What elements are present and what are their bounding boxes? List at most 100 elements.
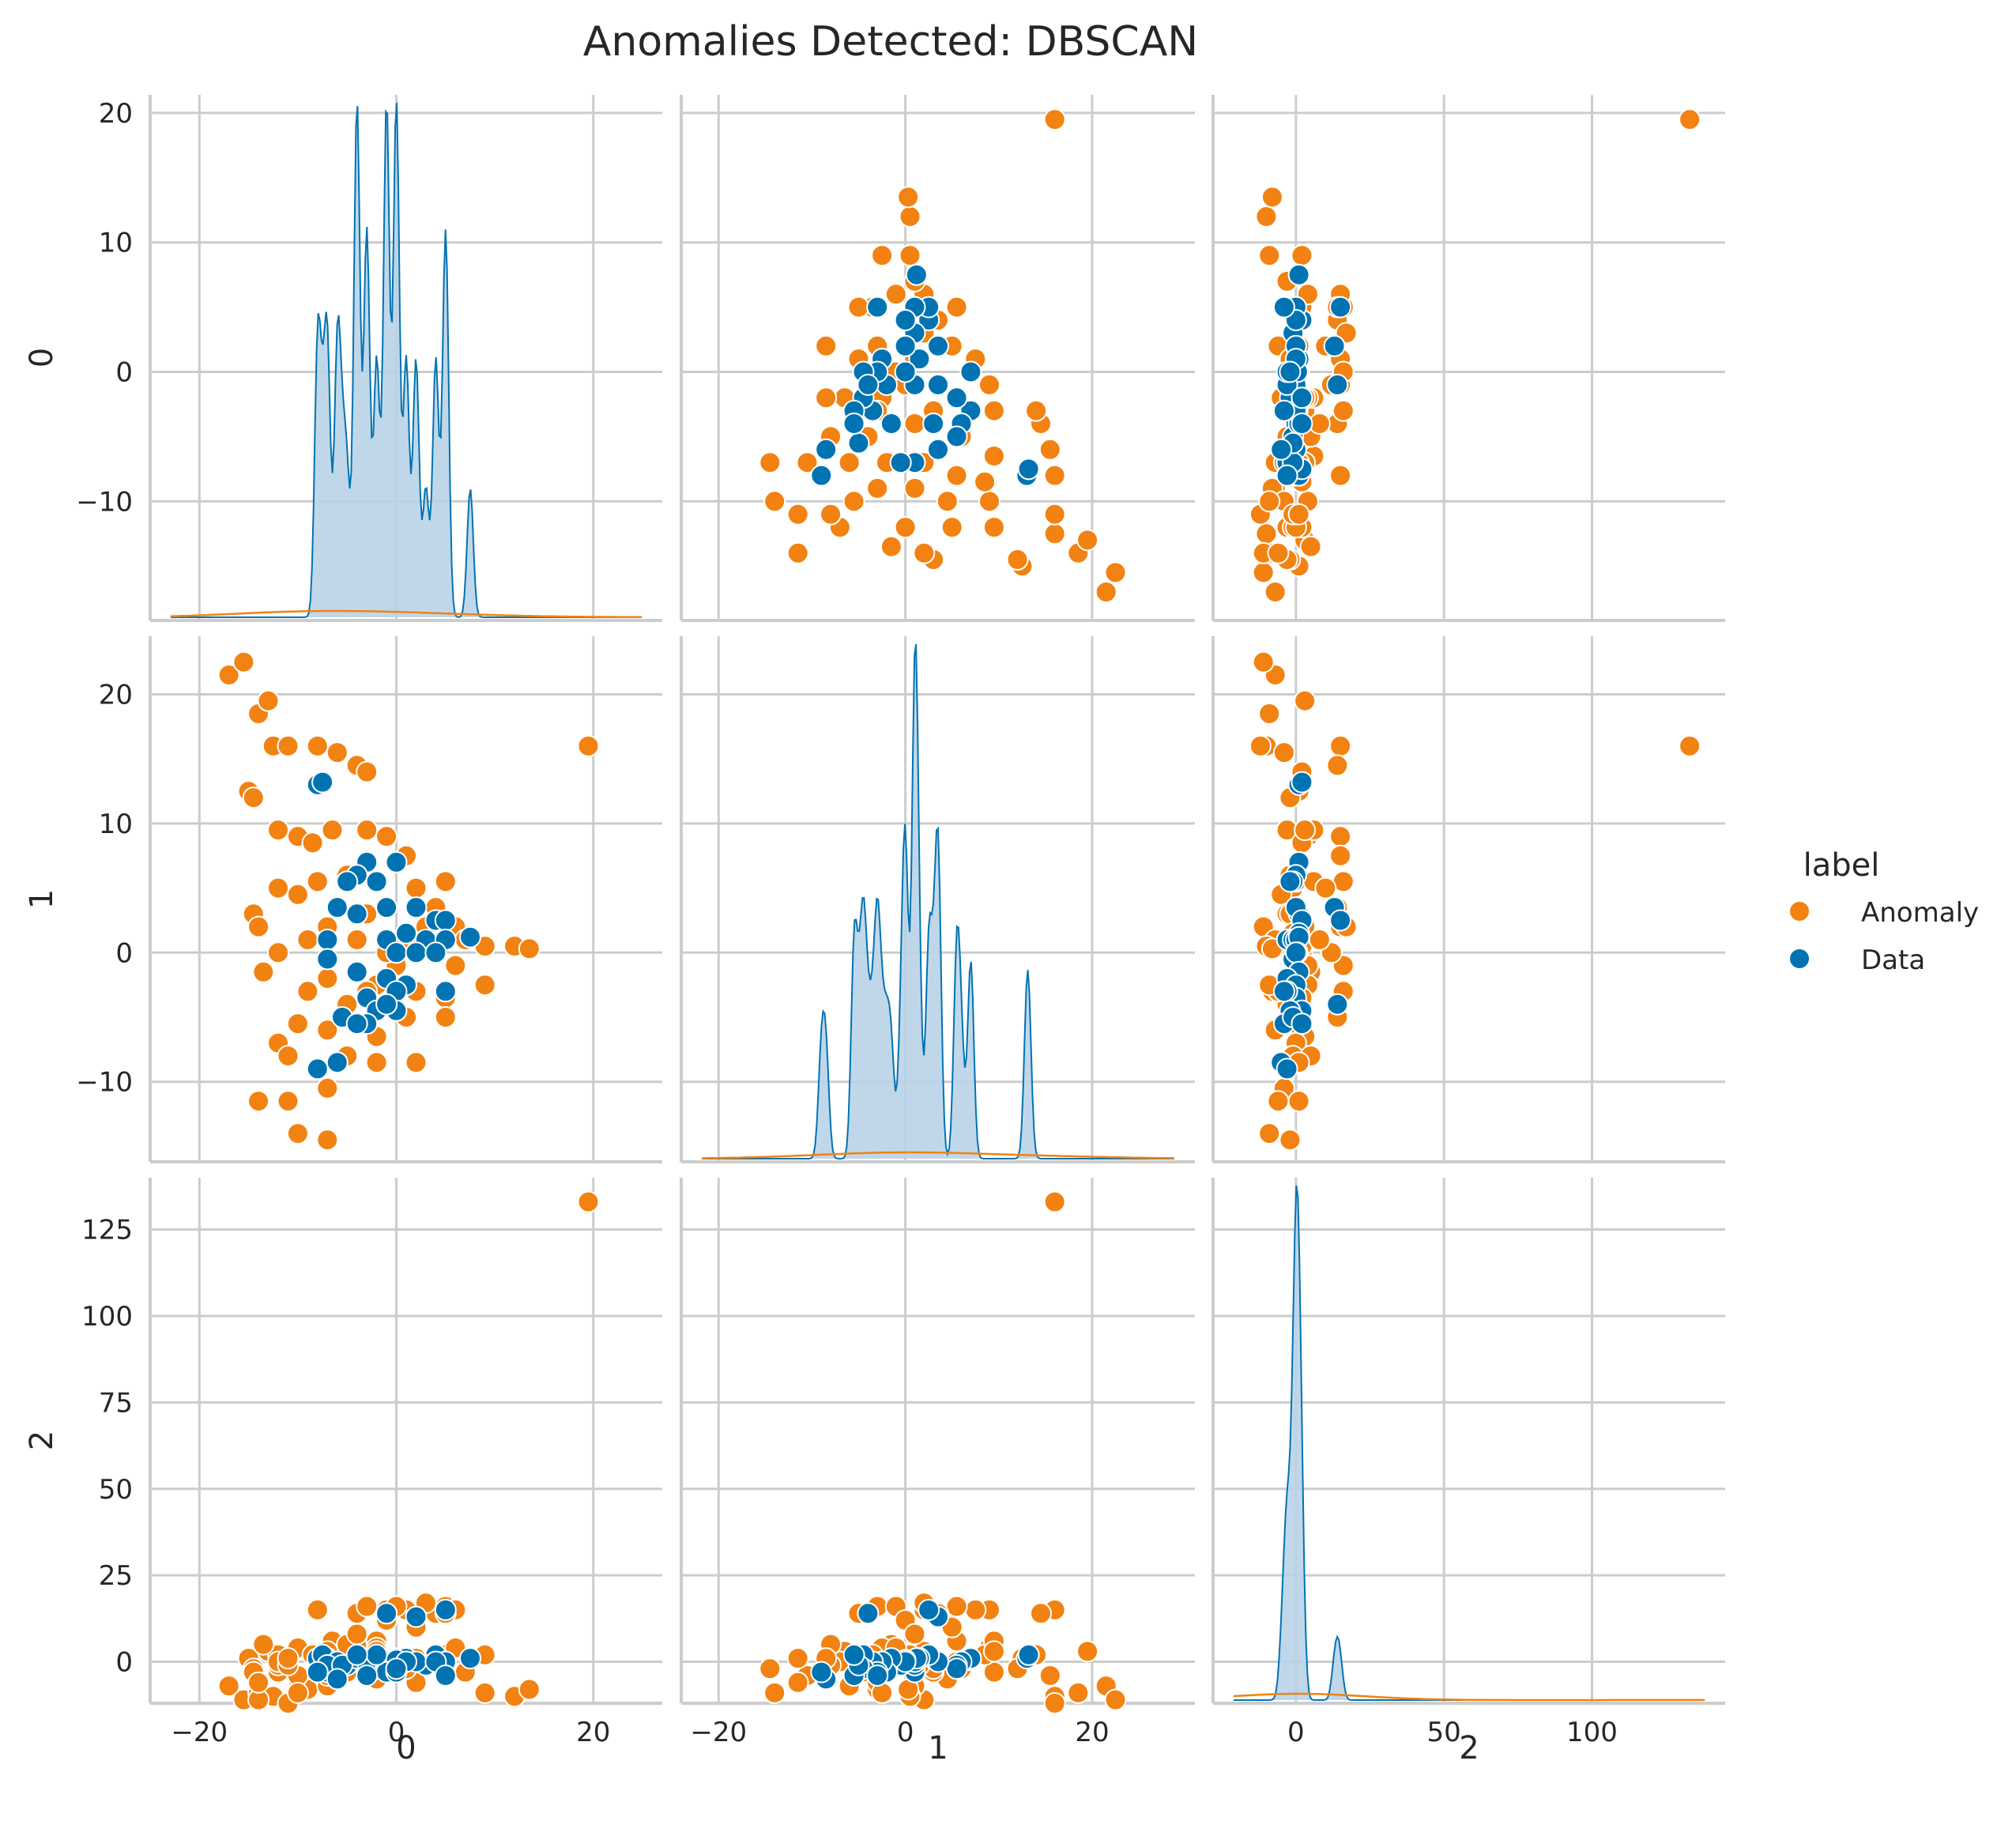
scatter-point-anomaly bbox=[1258, 244, 1281, 267]
y-tick-label: 0 bbox=[115, 937, 133, 969]
scatter-point-data bbox=[1279, 360, 1302, 383]
scatter-point-anomaly bbox=[321, 819, 344, 842]
scatter-point-anomaly bbox=[1095, 581, 1117, 603]
scatter-point-anomaly bbox=[217, 1675, 240, 1698]
scatter-point-anomaly bbox=[1329, 464, 1352, 487]
chart-title: Anomalies Detected: DBSCAN bbox=[583, 18, 1198, 66]
scatter-point-anomaly bbox=[945, 464, 968, 487]
scatter-point-data bbox=[866, 296, 889, 319]
scatter-point-data bbox=[385, 1657, 408, 1680]
legend-marker-anomaly bbox=[1788, 900, 1811, 922]
scatter-point-anomaly bbox=[796, 451, 819, 474]
kde-line-anomaly bbox=[170, 609, 642, 619]
scatter-point-anomaly bbox=[296, 929, 319, 951]
scatter-point-data bbox=[1272, 399, 1295, 422]
scatter-point-anomaly bbox=[982, 399, 1005, 422]
x-tick-label: 20 bbox=[1075, 1717, 1109, 1748]
scatter-point-anomaly bbox=[1255, 205, 1278, 228]
scatter-point-data bbox=[434, 1665, 457, 1687]
scatter-point-anomaly bbox=[267, 941, 289, 964]
scatter-point-data bbox=[375, 993, 398, 1016]
scatter-point-data bbox=[866, 1665, 889, 1687]
scatter-point-data bbox=[345, 903, 368, 926]
scatter-point-anomaly bbox=[903, 477, 926, 500]
scatter-point-anomaly bbox=[1252, 650, 1275, 673]
scatter-point-data bbox=[405, 1605, 428, 1628]
scatter-point-anomaly bbox=[1287, 1090, 1310, 1113]
scatter-point-anomaly bbox=[1104, 561, 1127, 584]
scatter-point-anomaly bbox=[1043, 503, 1066, 526]
x-axis-label-1: 1 bbox=[928, 1730, 948, 1766]
scatter-point-anomaly bbox=[356, 1595, 379, 1618]
scatter-point-anomaly bbox=[1030, 1602, 1052, 1625]
scatter-point-data bbox=[434, 1598, 457, 1621]
scatter-point-anomaly bbox=[897, 186, 920, 209]
scatter-point-data bbox=[345, 960, 368, 983]
scatter-point-data bbox=[894, 309, 917, 331]
y-tick-label: −10 bbox=[76, 1067, 133, 1099]
scatter-point-data bbox=[326, 896, 349, 919]
scatter-point-anomaly bbox=[1308, 929, 1331, 951]
scatter-point-anomaly bbox=[1329, 844, 1352, 867]
scatter-point-data bbox=[1017, 458, 1040, 481]
scatter-point-data bbox=[434, 980, 457, 1003]
scatter-point-data bbox=[1272, 980, 1295, 1003]
scatter-point-anomaly bbox=[518, 1678, 541, 1701]
scatter-point-data bbox=[424, 941, 447, 964]
scatter-point-data bbox=[927, 334, 949, 357]
scatter-point-data bbox=[857, 1602, 880, 1625]
scatter-point-data bbox=[375, 1602, 398, 1625]
scatter-point-data bbox=[847, 432, 870, 454]
scatter-point-data bbox=[459, 1647, 481, 1670]
scatter-point-anomaly bbox=[405, 877, 428, 899]
scatter-point-data bbox=[1279, 870, 1302, 893]
y-tick-label: 0 bbox=[115, 357, 133, 389]
panel-r1-c0: −10 0 10 20 bbox=[76, 636, 662, 1163]
scatter-point-anomaly bbox=[1258, 1122, 1281, 1145]
scatter-point-anomaly bbox=[884, 283, 907, 306]
x-axis-label-0: 0 bbox=[396, 1730, 416, 1766]
legend: label Anomaly Data bbox=[1788, 847, 1979, 976]
scatter-point-anomaly bbox=[1299, 535, 1322, 558]
scatter-point-data bbox=[375, 896, 398, 919]
scatter-point-anomaly bbox=[903, 413, 926, 435]
scatter-point-data bbox=[1276, 464, 1298, 487]
scatter-point-anomaly bbox=[252, 1633, 275, 1656]
scatter-point-data bbox=[306, 1058, 329, 1080]
scatter-point-data bbox=[927, 373, 949, 396]
scatter-point-data bbox=[385, 941, 408, 964]
scatter-point-anomaly bbox=[375, 825, 398, 848]
scatter-point-anomaly bbox=[880, 535, 902, 558]
scatter-point-anomaly bbox=[847, 296, 870, 319]
x-tick-label: 20 bbox=[576, 1717, 610, 1748]
scatter-point-anomaly bbox=[786, 1647, 809, 1670]
x-tick-label: 0 bbox=[1287, 1717, 1305, 1748]
scatter-point-anomaly bbox=[1076, 1640, 1099, 1663]
scatter-point-anomaly bbox=[1038, 1665, 1061, 1687]
scatter-point-anomaly bbox=[786, 503, 809, 526]
scatter-point-anomaly bbox=[277, 1045, 300, 1067]
y-axis-label-0: 0 bbox=[24, 348, 60, 368]
scatter-point-anomaly bbox=[1038, 438, 1061, 461]
scatter-point-anomaly bbox=[1294, 689, 1317, 712]
legend-label-anomaly: Anomaly bbox=[1861, 897, 1979, 929]
scatter-point-anomaly bbox=[306, 870, 329, 893]
scatter-point-data bbox=[1287, 263, 1310, 286]
scatter-point-data bbox=[1284, 941, 1307, 964]
y-axis-label-2: 2 bbox=[24, 1431, 60, 1450]
scatter-point-anomaly bbox=[1314, 877, 1337, 899]
y-tick-label: 10 bbox=[99, 228, 133, 259]
scatter-point-anomaly bbox=[945, 1595, 968, 1618]
scatter-point-data bbox=[894, 360, 917, 383]
scatter-point-anomaly bbox=[763, 1681, 786, 1704]
y-tick-label: 125 bbox=[81, 1215, 133, 1246]
panel-r2-c0: 0 25 50 75 100 125 −20 0 20 bbox=[81, 1178, 662, 1748]
kde-fill-data bbox=[702, 644, 1174, 1159]
scatter-point-data bbox=[385, 850, 408, 873]
scatter-point-anomaly bbox=[365, 1051, 388, 1074]
x-tick-label: 0 bbox=[897, 1717, 914, 1748]
scatter-point-data bbox=[959, 360, 982, 383]
scatter-point-anomaly bbox=[1267, 541, 1290, 564]
